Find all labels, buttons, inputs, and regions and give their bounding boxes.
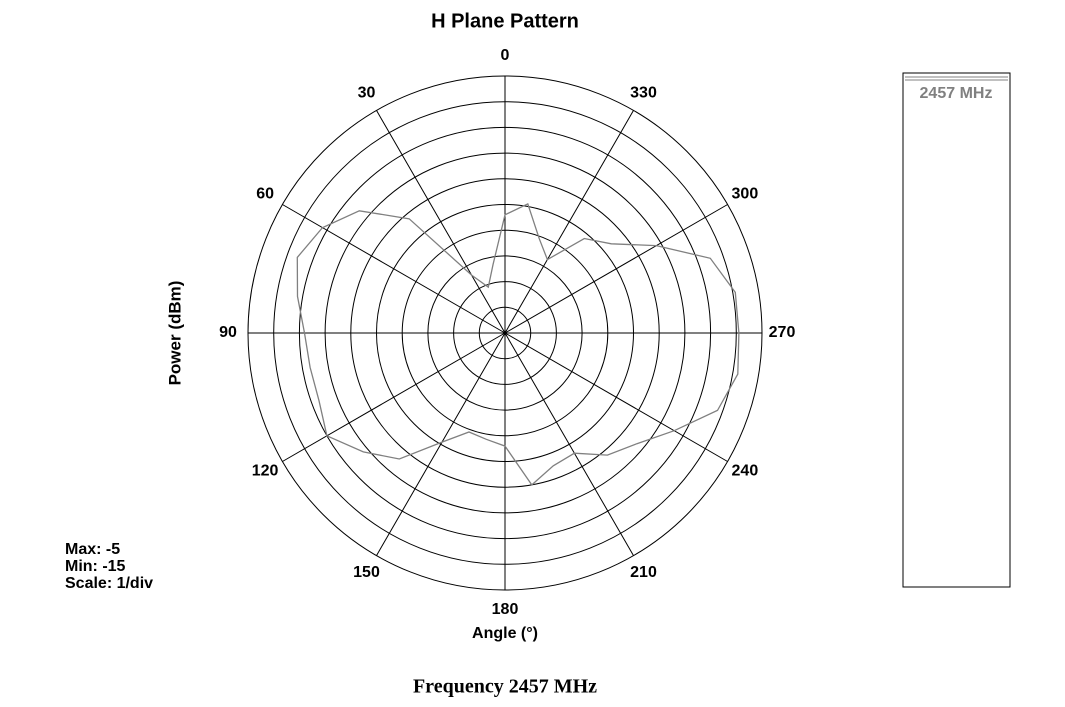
angle-tick-label: 180 bbox=[492, 601, 519, 618]
angle-tick-label: 30 bbox=[358, 84, 376, 101]
angle-tick-label: 60 bbox=[256, 186, 274, 203]
angle-tick-label: 120 bbox=[252, 463, 279, 480]
angle-tick-label: 150 bbox=[353, 564, 380, 581]
angle-tick-label: 90 bbox=[219, 324, 237, 341]
grid-spoke bbox=[282, 332, 506, 462]
legend-label: 2457 MHz bbox=[920, 85, 993, 102]
angle-tick-label: 210 bbox=[630, 564, 657, 581]
chart-title: H Plane Pattern bbox=[431, 10, 579, 32]
grid-spoke bbox=[504, 110, 634, 334]
angle-tick-label: 330 bbox=[630, 84, 657, 101]
grid-spoke bbox=[504, 332, 728, 462]
angle-tick-label: 0 bbox=[501, 47, 510, 64]
annotation: Max: -5 bbox=[65, 541, 120, 558]
angle-tick-label: 270 bbox=[769, 324, 796, 341]
grid-spoke bbox=[504, 204, 728, 334]
angle-tick-label: 240 bbox=[732, 463, 759, 480]
annotation: Scale: 1/div bbox=[65, 575, 153, 592]
annotation: Min: -15 bbox=[65, 558, 126, 575]
y-axis-label: Power (dBm) bbox=[165, 281, 184, 386]
footer: Frequency 2457 MHz bbox=[413, 676, 597, 698]
x-axis-label: Angle (°) bbox=[472, 625, 538, 642]
angle-tick-label: 300 bbox=[732, 186, 759, 203]
grid-spoke bbox=[376, 332, 506, 556]
series-line bbox=[296, 202, 740, 486]
legend-box bbox=[902, 72, 1011, 588]
grid-spoke bbox=[282, 204, 506, 334]
grid-spoke bbox=[376, 110, 506, 334]
grid-spoke bbox=[504, 332, 634, 556]
